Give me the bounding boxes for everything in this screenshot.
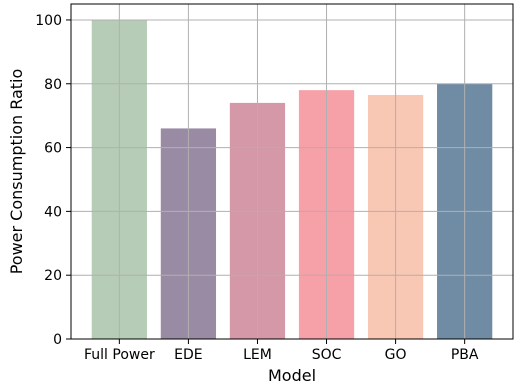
y-tick-label: 40	[44, 204, 62, 220]
x-axis-title: Model	[268, 366, 316, 385]
x-tick-label: LEM	[243, 347, 272, 363]
y-axis-title: Power Consumption Ratio	[7, 69, 26, 275]
plot-frame	[70, 3, 514, 340]
x-tick-label: SOC	[312, 347, 342, 363]
ticks: 0 20 40 60 80 100 Full Power EDE LEM SOC GO PBA	[35, 13, 479, 363]
x-tick-label: GO	[385, 347, 407, 363]
y-tick-label: 100	[35, 13, 62, 29]
x-tick-label: Full Power	[84, 347, 155, 363]
y-tick-label: 20	[44, 268, 62, 284]
x-tick-label: EDE	[174, 347, 202, 363]
y-tick-label: 80	[44, 77, 62, 93]
y-tick-label: 60	[44, 141, 62, 157]
x-tick-label: PBA	[451, 347, 479, 363]
bars	[91, 19, 493, 340]
y-tick-label: 0	[53, 332, 62, 348]
